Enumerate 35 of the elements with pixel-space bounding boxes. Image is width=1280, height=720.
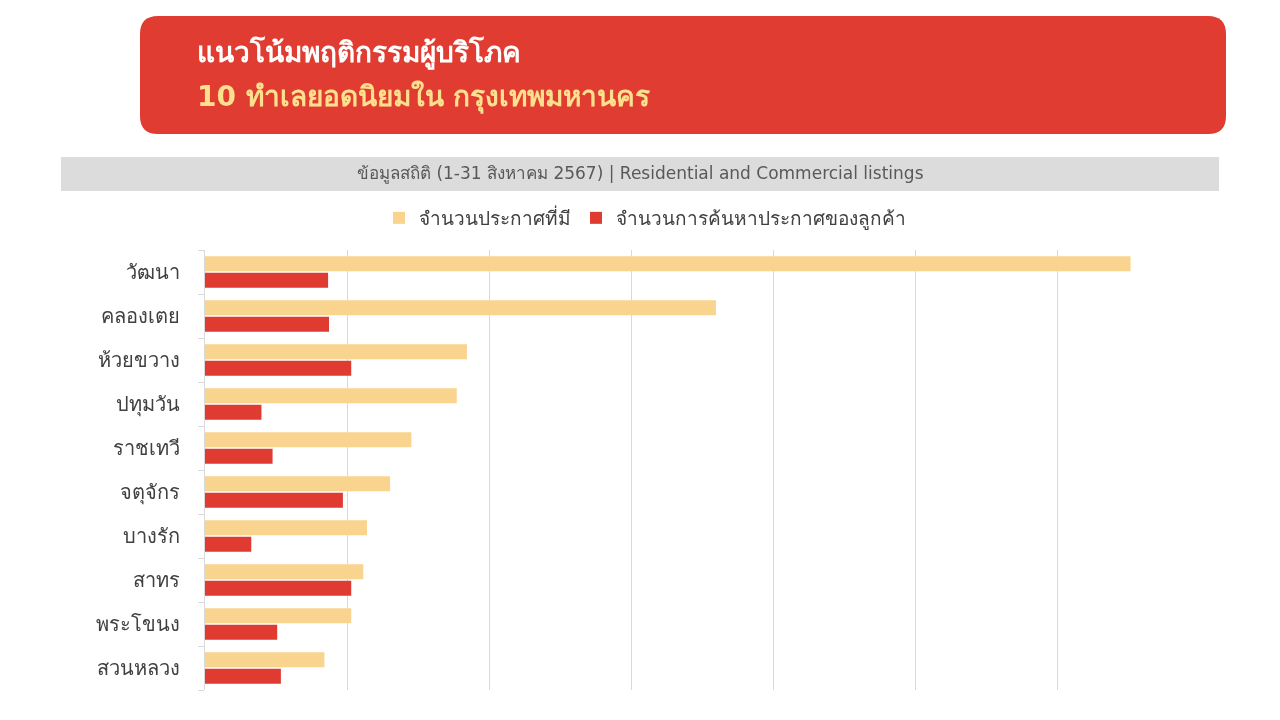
y-tick-label: วัฒนา	[126, 260, 180, 284]
bar	[205, 316, 330, 332]
text: ข้อมูลสถิติ (1-31 สิงหาคม 2567) | Residential and Commercial listings	[357, 163, 924, 184]
bar	[205, 388, 457, 404]
bar	[205, 624, 278, 640]
bar	[205, 300, 716, 316]
legend-label: จำนวนประกาศที่มี	[419, 205, 571, 230]
y-tick-label: ปทุมวัน	[116, 392, 180, 417]
bar	[205, 652, 325, 668]
y-tick-label: คลองเตย	[101, 304, 180, 328]
bar	[205, 492, 343, 508]
bar	[205, 520, 367, 536]
chart-subtitle: 10 ทำเลยอดนิยมใน กรุงเทพมหานคร	[197, 80, 651, 114]
bar	[205, 668, 281, 684]
y-tick-label: จตุจักร	[120, 480, 180, 505]
bar	[205, 536, 252, 552]
y-tick-label: ราชเทวี	[113, 436, 180, 460]
bar	[205, 360, 352, 376]
bar	[205, 256, 1131, 272]
bar	[205, 608, 352, 624]
bar	[205, 448, 273, 464]
bar	[205, 580, 352, 596]
y-tick-label: บางรัก	[123, 524, 180, 548]
bar	[205, 564, 364, 580]
y-tick-label: ห้วยขวาง	[98, 348, 180, 372]
legend-label: จำนวนการค้นหาประกาศของลูกค้า	[616, 207, 906, 231]
y-tick-label: สาทร	[133, 568, 180, 592]
bar	[205, 404, 262, 420]
y-tick-label: พระโขนง	[96, 612, 180, 636]
y-tick-label: สวนหลวง	[97, 656, 180, 680]
bar	[205, 432, 412, 448]
chart-title: แนวโน้มพฤติกรรมผู้บริโภค	[197, 35, 521, 70]
bar	[205, 344, 467, 360]
bar	[205, 272, 329, 288]
bar	[205, 476, 391, 492]
